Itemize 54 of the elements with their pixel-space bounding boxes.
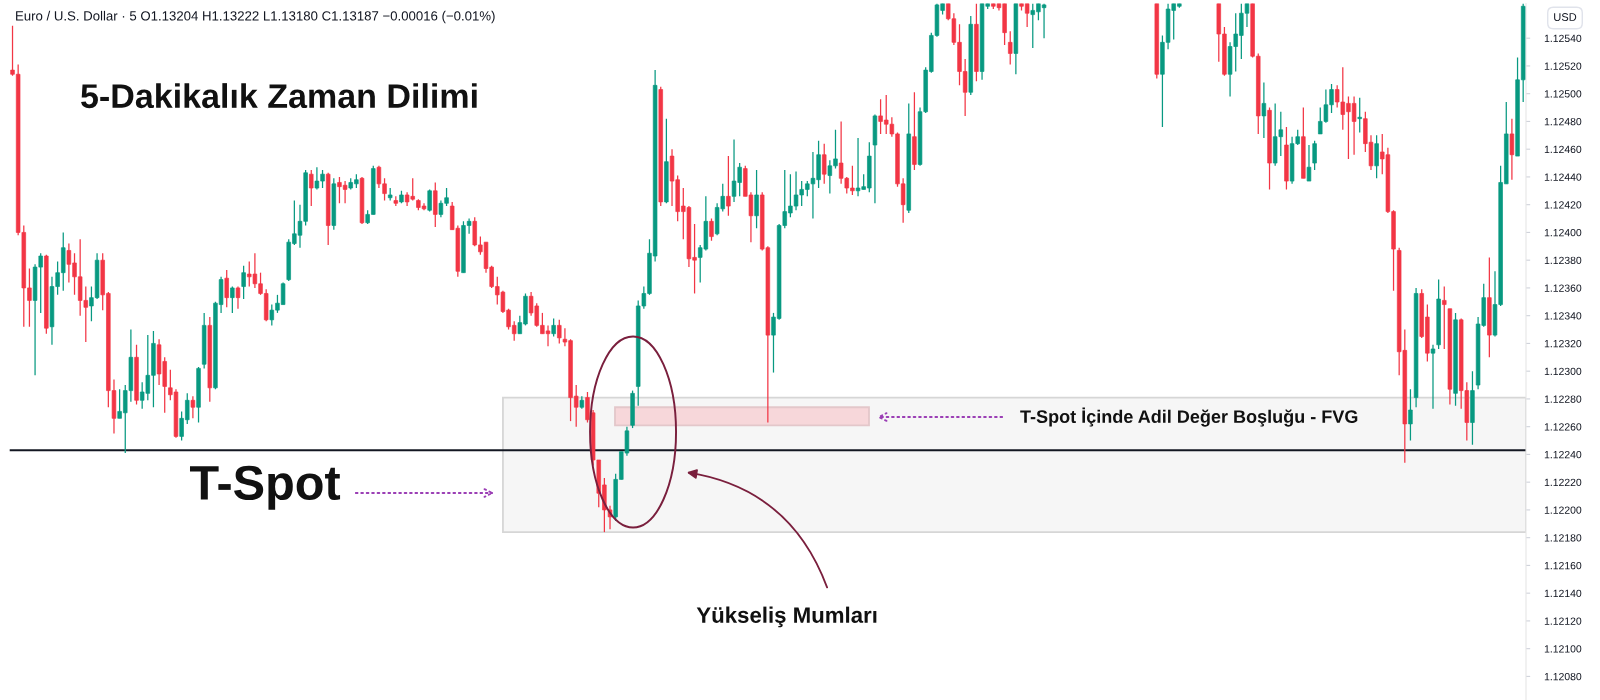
y-tick-label: 1.12300 bbox=[1544, 367, 1582, 376]
candlestick bbox=[190, 395, 196, 419]
candlestick bbox=[709, 217, 714, 242]
candlestick bbox=[585, 391, 590, 424]
candlestick bbox=[822, 143, 827, 185]
candlestick bbox=[1442, 285, 1447, 350]
y-tick-label: 1.12280 bbox=[1544, 395, 1582, 403]
candlestick bbox=[427, 188, 432, 213]
y-axis-title: USD bbox=[1554, 13, 1577, 21]
candlestick bbox=[433, 181, 438, 228]
y-tick-label: 1.12400 bbox=[1544, 228, 1582, 237]
candlestick bbox=[1374, 134, 1379, 179]
y-tick-label: 1.12260 bbox=[1544, 423, 1582, 431]
candlestick bbox=[309, 169, 314, 207]
candlestick bbox=[241, 265, 246, 300]
candlestick bbox=[1408, 388, 1413, 442]
y-tick-label: 1.12520 bbox=[1544, 62, 1582, 70]
text: Euro / U.S. Dollar · 5 O1.13204 H1.13222 L1.13180 C1.13187 −0.00016 (−0.01%) bbox=[16, 10, 495, 24]
candlestick bbox=[557, 319, 562, 345]
y-tick-label: 1.12340 bbox=[1544, 312, 1582, 320]
candlestick bbox=[224, 269, 229, 308]
text: 5-Dakikalık Zaman Dilimi bbox=[81, 83, 477, 109]
y-tick-label: 1.12420 bbox=[1544, 201, 1582, 209]
annotation: T-Spot İçinde Adil Değer Boşluğu - FVG bbox=[1020, 407, 1358, 427]
candlestick bbox=[1261, 81, 1267, 139]
candlestick bbox=[1430, 344, 1436, 410]
y-tick-label: 1.12500 bbox=[1544, 90, 1582, 98]
y-tick-label: 1.12320 bbox=[1544, 339, 1582, 348]
candlestick bbox=[230, 285, 235, 314]
candlestick bbox=[726, 155, 731, 217]
y-tick-label: 1.12160 bbox=[1544, 561, 1582, 570]
y-tick-label: 1.12480 bbox=[1544, 117, 1582, 126]
y-tick-label: 1.12140 bbox=[1544, 589, 1582, 598]
y-tick-label: 1.12100 bbox=[1544, 645, 1582, 653]
y-tick-label: 1.12460 bbox=[1544, 145, 1582, 154]
annotation: Yükseliş Mumları bbox=[696, 606, 877, 628]
y-tick-label: 1.12120 bbox=[1544, 617, 1582, 625]
y-tick-label: 1.12360 bbox=[1544, 284, 1582, 292]
y-tick-label: 1.12380 bbox=[1544, 256, 1582, 265]
annotation: T-Spot bbox=[189, 465, 341, 510]
y-tick-label: 1.12440 bbox=[1544, 173, 1582, 181]
y-tick-label: 1.12240 bbox=[1544, 450, 1582, 459]
y-tick-label: 1.12080 bbox=[1544, 672, 1582, 681]
candlestick bbox=[1509, 118, 1515, 181]
candlestick bbox=[1306, 144, 1312, 182]
candlestick bbox=[1312, 140, 1317, 171]
candlestick bbox=[754, 169, 759, 229]
y-tick-label: 1.12540 bbox=[1544, 34, 1582, 43]
candlestick bbox=[551, 317, 556, 338]
candlestick bbox=[1008, 30, 1013, 66]
candlestick bbox=[1357, 97, 1362, 134]
y-tick-label: 1.12180 bbox=[1544, 534, 1582, 542]
y-tick-label: 1.12200 bbox=[1544, 506, 1582, 514]
y-tick-label: 1.12220 bbox=[1544, 478, 1582, 487]
